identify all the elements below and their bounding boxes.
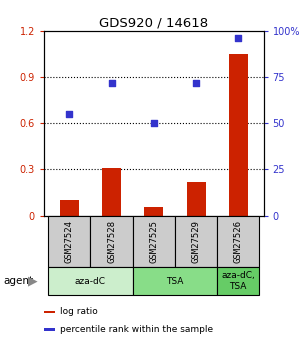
Point	[109, 80, 114, 86]
Text: GSM27524: GSM27524	[65, 220, 74, 263]
Point	[152, 121, 156, 126]
Text: GSM27529: GSM27529	[191, 220, 201, 263]
Text: percentile rank within the sample: percentile rank within the sample	[60, 325, 213, 334]
Text: aza-dC,
TSA: aza-dC, TSA	[221, 272, 255, 291]
Point	[67, 111, 72, 117]
Bar	[48, 267, 133, 295]
Bar	[217, 267, 259, 295]
Text: log ratio: log ratio	[60, 307, 98, 316]
Text: ▶: ▶	[28, 275, 38, 288]
Point	[194, 80, 198, 86]
Text: agent: agent	[3, 276, 33, 286]
Point	[236, 36, 241, 41]
Bar	[217, 216, 259, 267]
Text: TSA: TSA	[166, 277, 184, 286]
Bar	[44, 328, 55, 331]
Bar	[175, 216, 217, 267]
Bar	[102, 168, 121, 216]
Bar	[133, 216, 175, 267]
Text: GSM27525: GSM27525	[149, 220, 158, 263]
Bar	[44, 311, 55, 314]
Title: GDS920 / 14618: GDS920 / 14618	[99, 17, 208, 30]
Text: aza-dC: aza-dC	[75, 277, 106, 286]
Bar	[133, 267, 217, 295]
Bar	[144, 207, 163, 216]
Bar	[60, 200, 79, 216]
Text: GSM27528: GSM27528	[107, 220, 116, 263]
Bar	[187, 182, 205, 216]
Bar	[229, 54, 248, 216]
Bar	[48, 216, 90, 267]
Text: GSM27526: GSM27526	[234, 220, 243, 263]
Bar	[90, 216, 133, 267]
